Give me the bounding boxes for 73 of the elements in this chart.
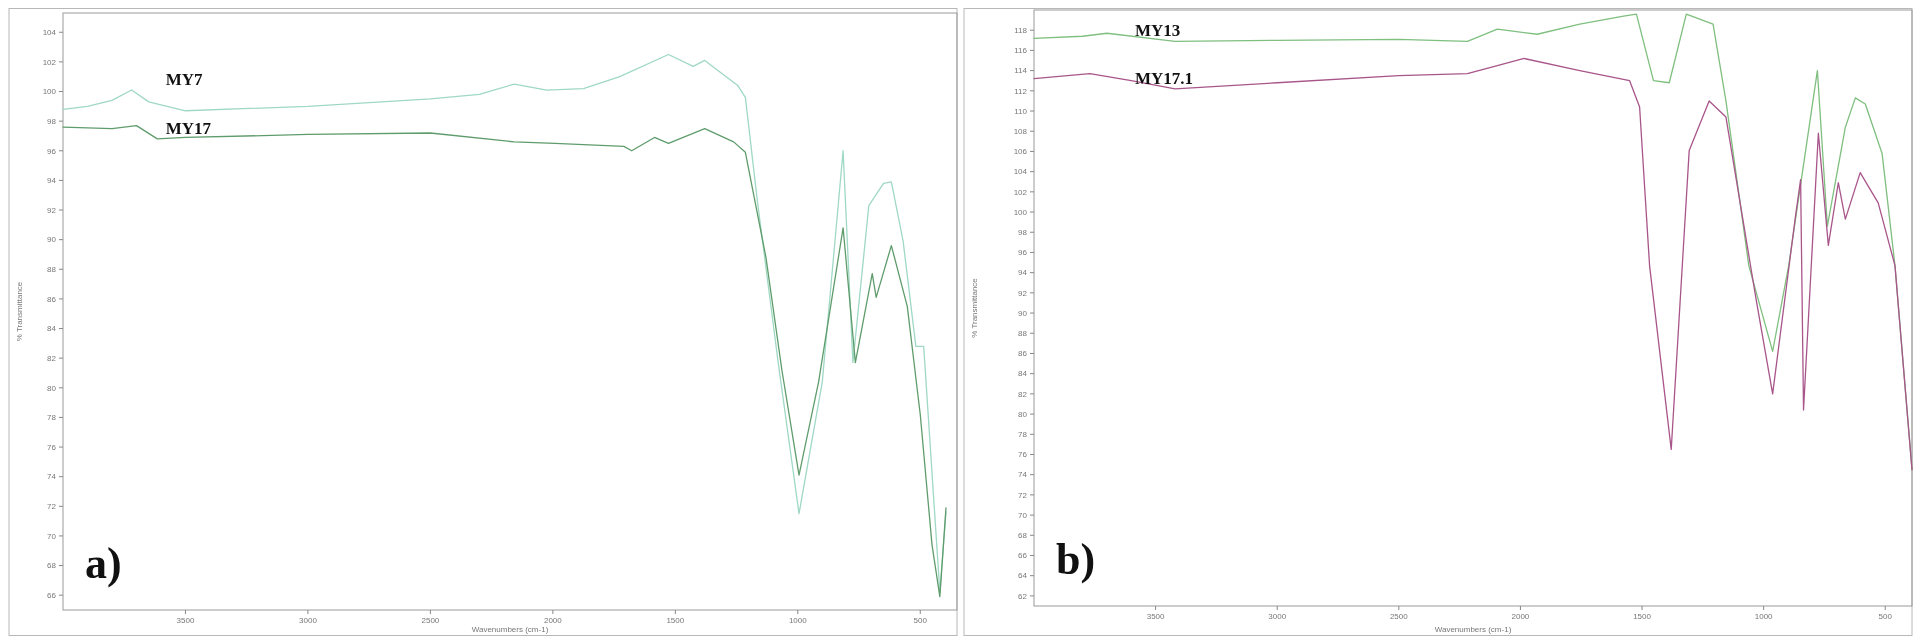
x-tick-label: 1000 (1754, 612, 1774, 621)
y-tick-label: 68 (1018, 531, 1028, 541)
x-tick-label: 2000 (1511, 612, 1530, 621)
y-tick-label: 112 (1014, 86, 1028, 96)
y-tick-label: 88 (47, 265, 57, 275)
y-tick-label: 74 (47, 472, 57, 482)
y-tick-label: 102 (1013, 187, 1028, 197)
y-tick-label: 72 (47, 502, 57, 512)
x-tick-label: 2000 (543, 616, 563, 625)
y-tick-label: 78 (1018, 430, 1028, 440)
y-tick-label: 82 (1018, 389, 1028, 399)
y-tick-label: 84 (47, 324, 57, 334)
x-tick-label: 1500 (1633, 612, 1652, 621)
text: b) (1056, 535, 1096, 584)
y-tick-label: 94 (47, 176, 57, 186)
y-tick-label: 102 (42, 57, 57, 67)
text: a) (85, 539, 122, 588)
series-label: MY17.1 (1134, 68, 1194, 88)
y-tick-label: 80 (1018, 409, 1028, 419)
series-label: MY17 (165, 118, 212, 138)
y-tick-label: 96 (47, 146, 57, 156)
y-tick-label: 92 (47, 205, 57, 215)
y-tick-label: 66 (47, 590, 57, 600)
y-tick-label: 96 (1018, 248, 1028, 258)
y-tick-label: 98 (47, 116, 57, 126)
y-tick-label: 110 (1014, 106, 1028, 116)
y-tick-label: 88 (1018, 329, 1028, 339)
y-tick-label: 84 (1018, 369, 1028, 379)
y-tick-label: 76 (1018, 450, 1028, 460)
y-tick-label: 90 (1018, 308, 1028, 318)
y-tick-label: 90 (47, 235, 57, 245)
y-tick-label: 70 (1018, 510, 1028, 520)
y-axis-title: % Transmittance (15, 281, 24, 342)
y-tick-label: 86 (1018, 349, 1028, 359)
y-tick-label: 74 (1018, 470, 1028, 480)
y-tick-label: 118 (1014, 26, 1028, 35)
y-tick-label: 82 (47, 353, 57, 363)
series-label: MY13 (1134, 21, 1181, 41)
y-tick-label: 94 (1018, 268, 1028, 278)
y-tick-label: 72 (1018, 490, 1028, 500)
x-tick-label: 3500 (1146, 612, 1166, 621)
y-tick-label: 86 (47, 294, 57, 304)
y-tick-label: 98 (1018, 228, 1028, 238)
x-tick-label: 1000 (788, 616, 808, 625)
y-tick-label: 70 (47, 531, 57, 541)
y-tick-label: 106 (1013, 147, 1028, 157)
series-label: MY7 (165, 70, 204, 90)
x-tick-label: 3000 (1268, 612, 1287, 621)
y-tick-label: 104 (1013, 167, 1028, 177)
x-tick-label: 2500 (421, 616, 440, 625)
x-axis-title: Wavenumbers (cm-1) (471, 625, 549, 634)
y-tick-label: 114 (1014, 66, 1028, 76)
x-tick-label: 2500 (1389, 612, 1409, 621)
y-axis-title: % Transmittance (970, 277, 979, 338)
y-tick-label: 78 (47, 413, 57, 423)
y-tick-label: 66 (1018, 551, 1028, 561)
y-tick-label: 116 (1014, 46, 1028, 56)
y-tick-label: 62 (1018, 591, 1028, 601)
y-tick-label: 80 (47, 383, 57, 393)
y-tick-label: 76 (47, 442, 57, 452)
x-tick-label: 3000 (299, 616, 318, 625)
y-tick-label: 100 (42, 87, 57, 97)
y-tick-label: 100 (1013, 207, 1028, 217)
x-tick-label: 500 (1878, 612, 1893, 621)
x-tick-label: 1500 (666, 616, 685, 625)
x-axis-title: Wavenumbers (cm-1) (1434, 625, 1512, 634)
y-tick-label: 64 (1018, 571, 1028, 581)
y-tick-label: 108 (1013, 127, 1028, 137)
x-tick-label: 3500 (176, 616, 195, 625)
y-tick-label: 68 (47, 561, 57, 571)
x-tick-label: 500 (913, 616, 928, 625)
y-tick-label: 104 (42, 28, 57, 38)
y-tick-label: 92 (1018, 288, 1028, 298)
